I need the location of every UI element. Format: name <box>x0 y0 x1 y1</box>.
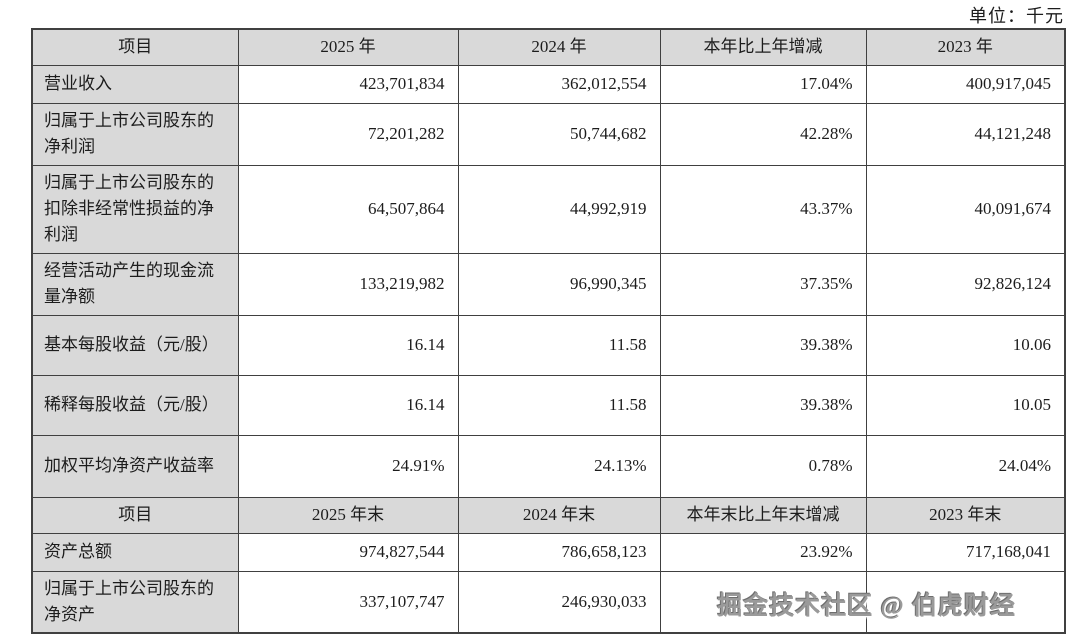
value-change: 23.92% <box>659 532 867 572</box>
column-header-2025: 2025 年 <box>237 28 459 66</box>
value-2025: 133,219,982 <box>237 252 459 316</box>
value-change: 42.28% <box>659 102 867 166</box>
table-row: 经营活动产生的现金流量净额 133,219,982 96,990,345 37.… <box>31 252 1066 316</box>
value-2023: 24.04% <box>865 434 1066 498</box>
value-change: 39.38% <box>659 374 867 436</box>
value-2023: 10.05 <box>865 374 1066 436</box>
value-change: 39.38% <box>659 314 867 376</box>
row-label: 资产总额 <box>31 532 239 572</box>
row-label: 归属于上市公司股东的扣除非经常性损益的净利润 <box>31 164 239 254</box>
value-2023: 92,826,124 <box>865 252 1066 316</box>
value-2025: 16.14 <box>237 374 459 436</box>
row-label: 加权平均净资产收益率 <box>31 434 239 498</box>
value-2024: 11.58 <box>457 314 661 376</box>
column-header-change-end: 本年末比上年末增减 <box>659 496 867 534</box>
value-2023: 400,917,045 <box>865 64 1066 104</box>
value-2025: 16.14 <box>237 314 459 376</box>
header-row-year-end: 项目 2025 年末 2024 年末 本年末比上年末增减 2023 年末 <box>31 496 1066 534</box>
value-change: 0.78% <box>659 434 867 498</box>
value-2023: 40,091,674 <box>865 164 1066 254</box>
column-header-item: 项目 <box>31 28 239 66</box>
row-label: 归属于上市公司股东的净资产 <box>31 570 239 634</box>
column-header-change: 本年比上年增减 <box>659 28 867 66</box>
table-row: 归属于上市公司股东的净利润 72,201,282 50,744,682 42.2… <box>31 102 1066 166</box>
column-header-2024-end: 2024 年末 <box>457 496 661 534</box>
financial-summary-table: 项目 2025 年 2024 年 本年比上年增减 2023 年 营业收入 423… <box>31 28 1066 635</box>
value-2024: 362,012,554 <box>457 64 661 104</box>
value-2023: 10.06 <box>865 314 1066 376</box>
value-change <box>659 570 867 634</box>
row-label: 基本每股收益（元/股） <box>31 314 239 376</box>
column-header-2023-end: 2023 年末 <box>865 496 1066 534</box>
table-row: 归属于上市公司股东的净资产 337,107,747 246,930,033 <box>31 570 1066 634</box>
value-2024: 50,744,682 <box>457 102 661 166</box>
value-change: 17.04% <box>659 64 867 104</box>
unit-label: 单位：千元 <box>969 6 1064 26</box>
value-change: 37.35% <box>659 252 867 316</box>
column-header-item: 项目 <box>31 496 239 534</box>
value-2025: 337,107,747 <box>237 570 459 634</box>
table-row: 稀释每股收益（元/股） 16.14 11.58 39.38% 10.05 <box>31 374 1066 436</box>
value-2025: 423,701,834 <box>237 64 459 104</box>
header-row-current: 项目 2025 年 2024 年 本年比上年增减 2023 年 <box>31 28 1066 66</box>
column-header-2025-end: 2025 年末 <box>237 496 459 534</box>
value-change: 43.37% <box>659 164 867 254</box>
value-2025: 72,201,282 <box>237 102 459 166</box>
row-label: 营业收入 <box>31 64 239 104</box>
table-row: 资产总额 974,827,544 786,658,123 23.92% 717,… <box>31 532 1066 572</box>
value-2025: 64,507,864 <box>237 164 459 254</box>
value-2024: 96,990,345 <box>457 252 661 316</box>
value-2024: 24.13% <box>457 434 661 498</box>
table-row: 营业收入 423,701,834 362,012,554 17.04% 400,… <box>31 64 1066 104</box>
value-2024: 11.58 <box>457 374 661 436</box>
row-label: 归属于上市公司股东的净利润 <box>31 102 239 166</box>
value-2024: 786,658,123 <box>457 532 661 572</box>
table-row: 基本每股收益（元/股） 16.14 11.58 39.38% 10.06 <box>31 314 1066 376</box>
table-row: 加权平均净资产收益率 24.91% 24.13% 0.78% 24.04% <box>31 434 1066 498</box>
value-2024: 246,930,033 <box>457 570 661 634</box>
value-2023 <box>865 570 1066 634</box>
table-row: 归属于上市公司股东的扣除非经常性损益的净利润 64,507,864 44,992… <box>31 164 1066 254</box>
value-2023: 44,121,248 <box>865 102 1066 166</box>
value-2025: 24.91% <box>237 434 459 498</box>
column-header-2023: 2023 年 <box>865 28 1066 66</box>
column-header-2024: 2024 年 <box>457 28 661 66</box>
value-2025: 974,827,544 <box>237 532 459 572</box>
value-2024: 44,992,919 <box>457 164 661 254</box>
row-label: 经营活动产生的现金流量净额 <box>31 252 239 316</box>
row-label: 稀释每股收益（元/股） <box>31 374 239 436</box>
value-2023: 717,168,041 <box>865 532 1066 572</box>
